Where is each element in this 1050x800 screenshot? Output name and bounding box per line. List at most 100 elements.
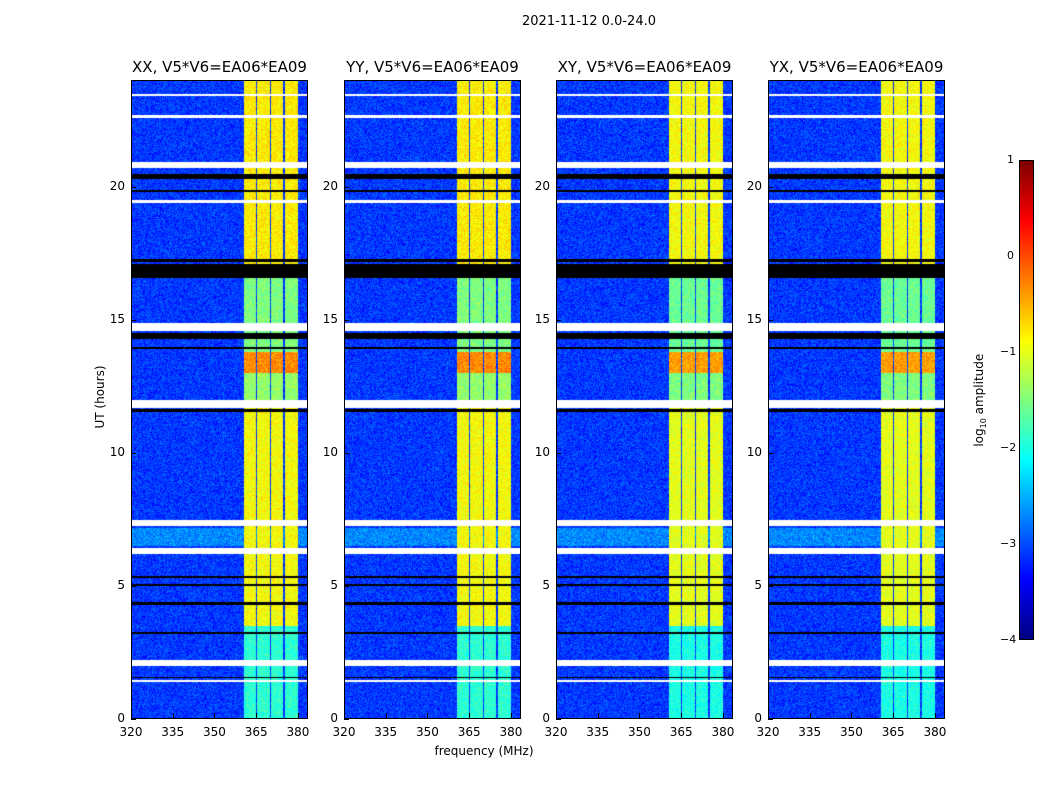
x-tick-mark [256, 713, 258, 718]
y-tick-label: 15 [109, 311, 125, 326]
colorbar-tick-label: 0 [1007, 249, 1014, 262]
y-tick-mark [768, 719, 773, 720]
y-tick-label: 10 [534, 444, 550, 459]
y-tick-label: 5 [117, 577, 125, 592]
heatmap [344, 80, 521, 719]
y-tick-label: 10 [322, 444, 338, 459]
y-tick-label: 15 [746, 311, 762, 326]
y-tick-label: 10 [746, 444, 762, 459]
x-tick-label: 335 [161, 725, 185, 739]
y-tick-mark [344, 319, 349, 321]
spectrogram-panel-3: XY, V5*V6=EA06*EA09 320 335 350 365 380 0 5 10 15… [535, 58, 735, 739]
panel-title: XX, V5*V6=EA06*EA09 [132, 58, 307, 76]
x-tick-label: 365 [881, 725, 905, 739]
y-tick-mark [344, 452, 349, 454]
y-tick-mark [131, 719, 136, 720]
y-tick-label: 15 [322, 311, 338, 326]
x-tick-mark [297, 713, 299, 718]
x-tick-label: 320 [332, 725, 356, 739]
y-tick-mark [556, 719, 561, 720]
y-tick-label: 20 [534, 178, 550, 193]
y-tick-mark [556, 585, 561, 587]
x-tick-label: 350 [628, 725, 651, 739]
x-tick-label: 335 [586, 725, 610, 739]
x-tick-mark [172, 713, 174, 718]
x-tick-mark [469, 713, 471, 718]
y-tick-mark [556, 319, 561, 321]
x-tick-mark [934, 713, 936, 718]
y-tick-label: 0 [754, 711, 762, 725]
y-tick-label: 20 [746, 178, 762, 193]
x-tick-label: 320 [544, 725, 568, 739]
y-tick-label: 0 [117, 711, 125, 725]
x-tick-mark [722, 713, 724, 718]
y-tick-mark [344, 186, 349, 188]
y-tick-label: 5 [754, 577, 762, 592]
x-tick-mark [893, 713, 895, 718]
y-tick-label: 0 [542, 711, 550, 725]
x-tick-label: 380 [499, 725, 523, 739]
colorbar-tick-label: −2 [1000, 441, 1017, 454]
x-tick-mark [681, 713, 683, 718]
x-tick-mark [510, 713, 512, 718]
x-tick-label: 365 [457, 725, 481, 739]
x-tick-label: 350 [840, 725, 863, 739]
axes-frame [768, 80, 945, 719]
y-tick-mark [131, 319, 136, 321]
y-axis-label: UT (hours) [93, 365, 107, 429]
x-tick-mark [344, 713, 345, 718]
colorbar-tick-label: −4 [1000, 633, 1017, 646]
x-tick-mark [427, 713, 429, 718]
x-tick-mark [597, 713, 599, 718]
y-tick-label: 15 [534, 311, 550, 326]
x-tick-mark [556, 713, 557, 718]
x-tick-label: 365 [669, 725, 693, 739]
y-tick-label: 20 [322, 178, 338, 193]
x-tick-mark [768, 713, 769, 718]
x-tick-mark [851, 713, 853, 718]
x-tick-mark [385, 713, 387, 718]
y-tick-label: 5 [542, 577, 550, 592]
axes-frame [344, 80, 521, 719]
heatmap [768, 80, 945, 719]
x-tick-mark [214, 713, 216, 718]
y-tick-mark [768, 452, 773, 454]
x-tick-label: 335 [798, 725, 822, 739]
x-tick-mark [809, 713, 811, 718]
heatmap [556, 80, 733, 719]
y-tick-label: 0 [330, 711, 338, 725]
colorbar [1019, 160, 1034, 640]
axes-frame [131, 80, 308, 719]
panel-title: YY, V5*V6=EA06*EA09 [346, 58, 519, 76]
spectrogram-panel-4: YX, V5*V6=EA06*EA09 320 335 350 365 380 0 5 10 15… [747, 58, 947, 739]
x-tick-mark [131, 713, 132, 718]
colorbar-label: log10 amplitude [971, 353, 989, 447]
x-tick-label: 365 [244, 725, 268, 739]
y-tick-mark [556, 452, 561, 454]
colorbar-tick-label: 1 [1007, 153, 1014, 166]
heatmap [131, 80, 308, 719]
y-tick-mark [344, 585, 349, 587]
x-tick-mark [639, 713, 641, 718]
x-tick-label: 350 [416, 725, 439, 739]
colorbar-tick-label: −3 [1000, 537, 1017, 550]
x-axis-label: frequency (MHz) [434, 744, 534, 758]
y-tick-mark [344, 719, 349, 720]
figure-title: 2021-11-12 0.0-24.0 [522, 14, 656, 29]
x-tick-label: 380 [286, 725, 310, 739]
y-tick-mark [131, 186, 136, 188]
y-tick-label: 5 [330, 577, 338, 592]
panel-title: YX, V5*V6=EA06*EA09 [769, 58, 944, 76]
x-tick-label: 380 [923, 725, 947, 739]
y-tick-mark [131, 585, 136, 587]
x-tick-label: 350 [203, 725, 226, 739]
y-tick-mark [768, 186, 773, 188]
x-tick-label: 320 [756, 725, 780, 739]
x-tick-label: 380 [711, 725, 735, 739]
colorbar-tick-label: −1 [1000, 345, 1017, 358]
y-tick-mark [131, 452, 136, 454]
axes-frame [556, 80, 733, 719]
y-tick-mark [556, 186, 561, 188]
spectrogram-panel-1: XX, V5*V6=EA06*EA09 320 335 350 365 380 0 5 10 15… [110, 58, 310, 739]
